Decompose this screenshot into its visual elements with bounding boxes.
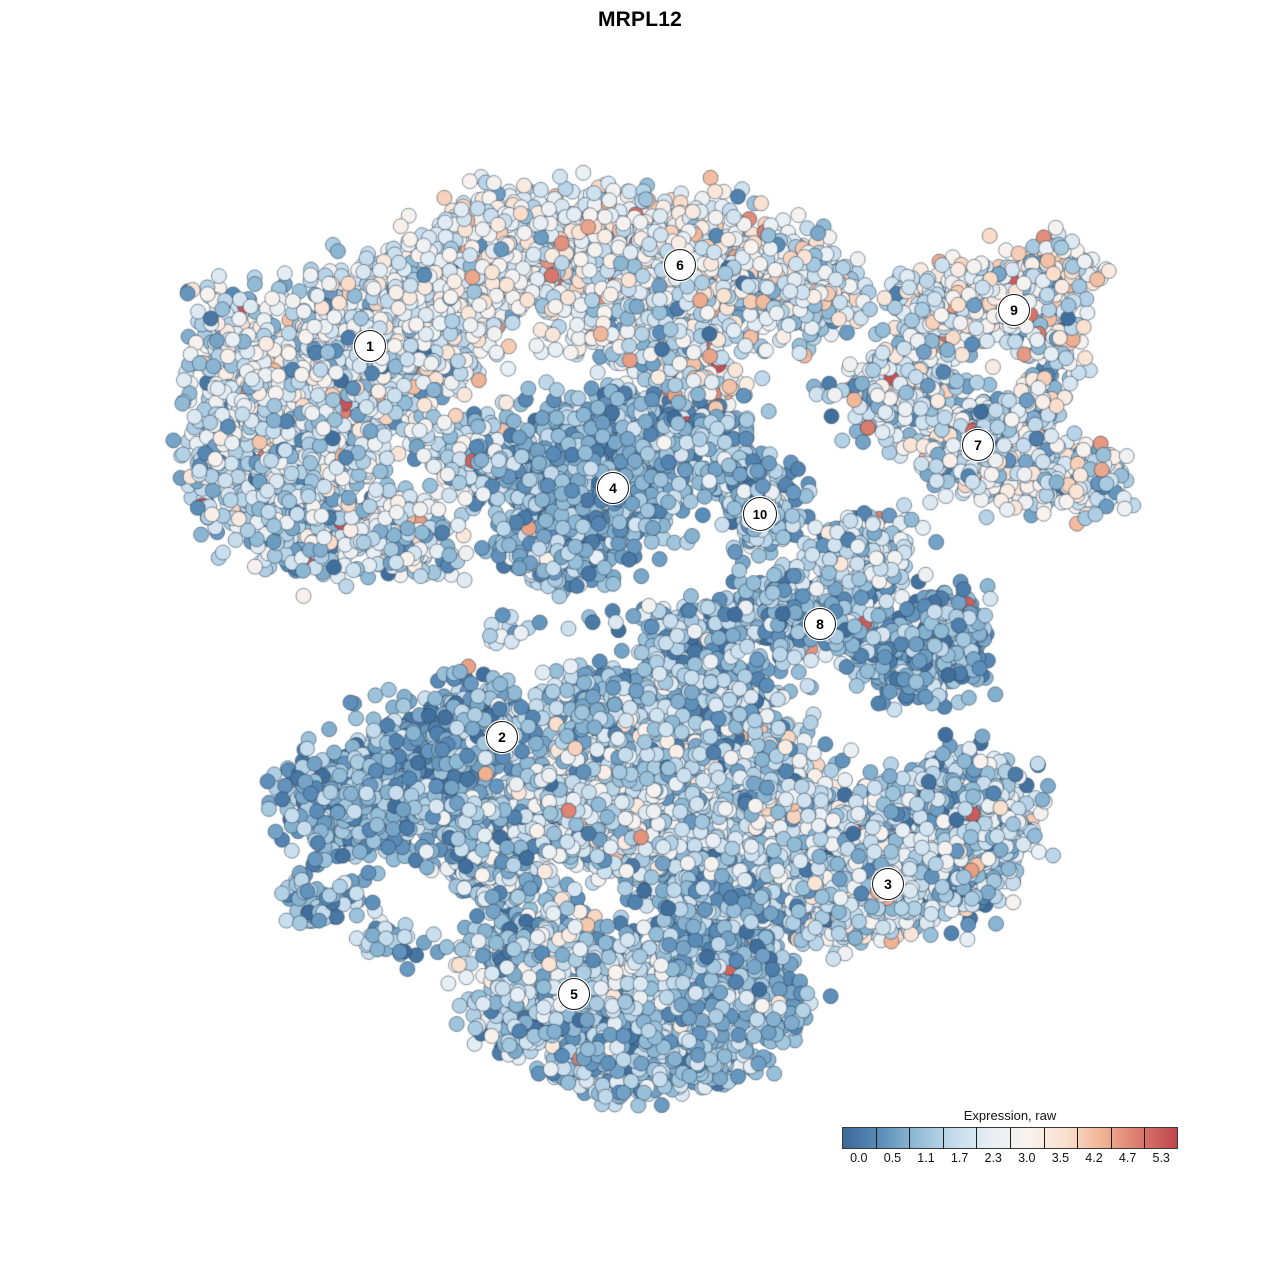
legend-tick-labels: 0.0 0.5 1.1 1.7 2.3 3.0 3.5 4.2 4.7 5.3 xyxy=(842,1151,1178,1169)
legend-tick-label: 4.2 xyxy=(1085,1151,1103,1165)
legend-separator xyxy=(875,1127,877,1149)
cluster-label-3[interactable]: 3 xyxy=(872,868,904,900)
legend-tick-label: 1.1 xyxy=(917,1151,935,1165)
color-legend: Expression, raw 0.0 0.5 1.1 1.7 2.3 3.0 3.5 4.2… xyxy=(842,1108,1178,1169)
legend-tick-label: 0.0 xyxy=(850,1151,868,1165)
legend-separator xyxy=(1144,1127,1146,1149)
cluster-label-1[interactable]: 1 xyxy=(354,330,386,362)
legend-tick-label: 2.3 xyxy=(984,1151,1002,1165)
legend-title: Expression, raw xyxy=(963,1108,1057,1123)
cluster-label-6[interactable]: 6 xyxy=(664,249,696,281)
legend-separator xyxy=(1077,1127,1079,1149)
legend-tick-label: 3.0 xyxy=(1018,1151,1036,1165)
cluster-label-7[interactable]: 7 xyxy=(962,429,994,461)
legend-separator xyxy=(1110,1127,1112,1149)
legend-separator xyxy=(1010,1127,1011,1149)
legend-tick-label: 5.3 xyxy=(1152,1151,1170,1165)
legend-tick-label: 3.5 xyxy=(1051,1151,1070,1165)
legend-tick-label: 4.7 xyxy=(1118,1151,1137,1165)
legend-separator xyxy=(1043,1127,1045,1149)
cluster-label-5[interactable]: 5 xyxy=(558,978,590,1010)
legend-bar-wrap xyxy=(842,1127,1178,1149)
legend-separator xyxy=(976,1127,978,1149)
cluster-label-4[interactable]: 4 xyxy=(597,472,629,504)
legend-separator xyxy=(909,1127,911,1149)
cluster-label-8[interactable]: 8 xyxy=(804,608,836,640)
cluster-label-2[interactable]: 2 xyxy=(486,721,518,753)
legend-tick-label: 0.5 xyxy=(883,1151,902,1165)
cluster-label-10[interactable]: 10 xyxy=(743,497,777,531)
legend-tick-label: 1.7 xyxy=(950,1151,969,1165)
cluster-label-9[interactable]: 9 xyxy=(998,294,1030,326)
legend-separator xyxy=(942,1127,944,1149)
